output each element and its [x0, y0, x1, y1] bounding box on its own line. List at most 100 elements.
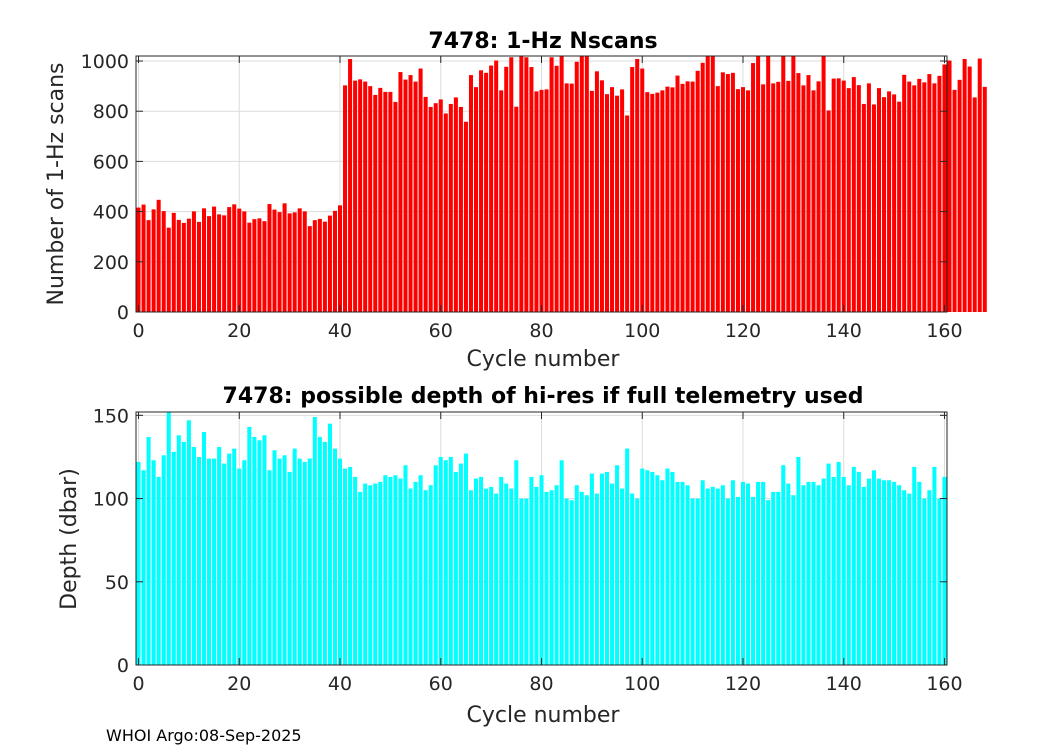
- chart-1-bar: [287, 213, 292, 312]
- chart-2-bar: [403, 465, 408, 665]
- chart-1-bar: [337, 205, 343, 312]
- chart-1-bar: [882, 97, 887, 312]
- chart-1-bar: [756, 56, 761, 312]
- chart-2-bar: [902, 490, 907, 665]
- chart-1-x-tick-label: 80: [529, 320, 553, 342]
- chart-2-bar: [579, 491, 584, 665]
- chart-2-bar: [353, 476, 358, 665]
- chart-1-bar: [912, 85, 917, 312]
- chart-1-bar: [781, 56, 786, 312]
- chart-2-bar: [917, 481, 922, 665]
- chart-1-bar: [307, 226, 312, 312]
- chart-1-bar: [680, 83, 685, 312]
- chart-1-bar: [524, 57, 529, 312]
- chart-2-bar: [735, 496, 740, 665]
- chart-2-bar: [489, 486, 494, 665]
- chart-1-bar: [640, 68, 645, 312]
- chart-2-x-tick-label: 100: [624, 673, 660, 695]
- chart-2-bar: [569, 500, 574, 665]
- chart-2-bar: [378, 481, 383, 665]
- chart-2-bar: [438, 456, 443, 665]
- chart-1-bar: [484, 72, 489, 312]
- chart-2-bar: [332, 448, 337, 665]
- chart-2-bar: [312, 416, 317, 665]
- chart-2-bar: [297, 458, 302, 665]
- chart-2-bar: [272, 450, 277, 665]
- chart-1-bar: [383, 91, 388, 312]
- chart-2-bar: [725, 498, 730, 665]
- chart-2-bar: [474, 478, 479, 665]
- chart-1-bar: [967, 66, 972, 312]
- chart-2-bar: [227, 453, 232, 665]
- chart-1-bar: [690, 81, 695, 312]
- chart-1-bar: [463, 121, 468, 312]
- chart-1-bar: [594, 71, 599, 312]
- chart-2-bar: [448, 456, 453, 665]
- chart-1-bar: [514, 106, 519, 312]
- chart-2-bar: [433, 465, 438, 665]
- chart-2-bar: [479, 476, 484, 665]
- chart-1-bar: [161, 211, 166, 312]
- chart-2-bar: [534, 486, 539, 665]
- chart-1-bar: [358, 79, 363, 312]
- chart-2-bar: [322, 441, 327, 665]
- chart-1-bar: [902, 74, 907, 312]
- chart-2-bar: [912, 466, 917, 665]
- chart-1-bar: [761, 84, 766, 312]
- chart-2-bar: [786, 483, 791, 665]
- chart-1-bar: [378, 87, 383, 313]
- chart-2-bar: [176, 435, 181, 665]
- chart-2-bar: [665, 468, 670, 665]
- chart-2-bar: [217, 446, 222, 665]
- chart-2-bar: [504, 483, 509, 665]
- chart-1-bar: [448, 103, 453, 312]
- chart-2-bar: [358, 491, 363, 665]
- chart-1-bar: [217, 214, 222, 312]
- chart-1-bar: [363, 81, 368, 312]
- chart-1-bar: [141, 204, 146, 312]
- chart-2-bar: [861, 486, 866, 665]
- chart-2-y-label: Depth (dbar): [57, 468, 82, 610]
- chart-1-bar: [353, 80, 358, 312]
- chart-2-x-tick-label: 160: [926, 673, 962, 695]
- chart-2-bar: [146, 436, 151, 665]
- chart-2-y-tick-label: 100: [93, 489, 129, 511]
- chart-2-bar: [212, 458, 217, 665]
- chart-1-bar: [861, 103, 866, 312]
- chart-1-bar: [836, 78, 841, 312]
- chart-1-bar: [675, 75, 680, 312]
- chart-1-bar: [398, 72, 403, 312]
- chart-1-x-label: Cycle number: [467, 347, 621, 372]
- chart-1-bar: [927, 74, 932, 312]
- chart-1-bar: [479, 70, 484, 312]
- chart-2-x-label: Cycle number: [467, 703, 621, 728]
- chart-1-bar: [388, 91, 393, 312]
- chart-2-bar: [892, 481, 897, 665]
- chart-2-bar: [806, 481, 811, 665]
- chart-2-bar: [524, 498, 529, 665]
- chart-2-bar: [811, 481, 816, 665]
- chart-2-bar: [841, 476, 846, 665]
- chart-2-bar: [746, 483, 751, 665]
- chart-2-bar: [564, 498, 569, 665]
- chart-1-bar: [655, 92, 660, 312]
- chart-1-bar: [393, 101, 398, 313]
- chart-2-bar: [363, 483, 368, 665]
- chart-2-bar: [166, 412, 171, 665]
- chart-1-bar: [494, 60, 499, 312]
- chart-2-bars: [136, 412, 947, 665]
- chart-1-bar: [876, 88, 882, 312]
- chart-1-bar: [720, 72, 725, 312]
- chart-2-bar: [337, 458, 343, 665]
- footer-date-stamp: WHOI Argo:08-Sep-2025: [106, 726, 302, 745]
- chart-1-bar: [685, 81, 690, 312]
- chart-1-bar: [443, 113, 448, 312]
- chart-1-bar: [952, 89, 957, 312]
- chart-1-bar: [438, 99, 443, 312]
- chart-2-bar: [615, 465, 620, 665]
- chart-1-bar: [166, 227, 171, 312]
- chart-1-bar: [282, 203, 287, 312]
- chart-1-bar: [947, 60, 952, 312]
- chart-1-bar: [156, 199, 161, 312]
- chart-2-bar: [937, 498, 942, 665]
